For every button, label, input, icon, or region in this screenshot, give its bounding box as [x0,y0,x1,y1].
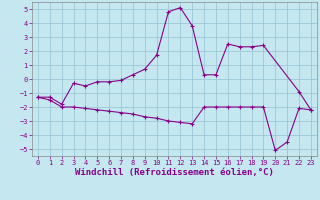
X-axis label: Windchill (Refroidissement éolien,°C): Windchill (Refroidissement éolien,°C) [75,168,274,177]
